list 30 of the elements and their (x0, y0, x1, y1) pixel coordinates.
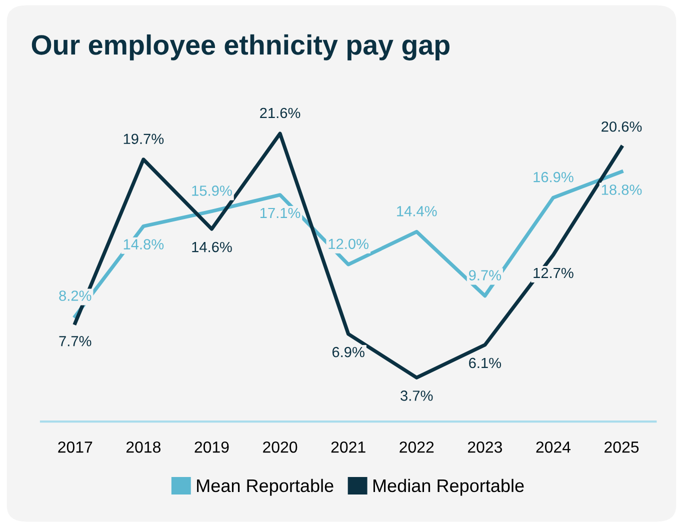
data-label: 14.8% (124, 239, 164, 250)
x-tick-label: 2022 (400, 441, 434, 453)
data-label: 9.7% (468, 270, 502, 280)
data-label: 15.9% (192, 186, 232, 196)
x-tick-label: 2017 (58, 441, 92, 453)
data-label: 6.1% (469, 358, 502, 368)
data-label: 12.7% (534, 268, 574, 278)
legend-label: Mean Reportable (197, 478, 334, 496)
data-label: 14.4% (397, 206, 437, 216)
x-tick-label: 2025 (604, 441, 639, 453)
data-label: 6.9% (332, 346, 364, 358)
x-tick-label: 2024 (536, 441, 571, 453)
data-label: 17.1% (260, 208, 300, 218)
x-tick-label: 2019 (194, 441, 229, 453)
data-label: 16.9% (534, 172, 574, 182)
x-tick-label: 2021 (331, 441, 366, 453)
data-label: 7.7% (59, 336, 92, 346)
data-label: 18.8% (602, 184, 642, 195)
data-label: 20.6% (602, 121, 642, 132)
legend-label: Median Reportable (373, 478, 524, 496)
data-label: 21.6% (260, 108, 300, 118)
x-tick-label: 2020 (263, 441, 298, 453)
data-label: 19.7% (124, 134, 164, 144)
data-label: 14.6% (192, 242, 232, 252)
data-label: 12.0% (328, 238, 368, 250)
data-label: 8.2% (59, 290, 92, 301)
data-label: 3.7% (400, 390, 433, 401)
x-tick-label: 2023 (468, 441, 502, 453)
x-tick-label: 2018 (126, 441, 161, 453)
chart-title: Our employee ethnicity pay gap (32, 34, 450, 60)
